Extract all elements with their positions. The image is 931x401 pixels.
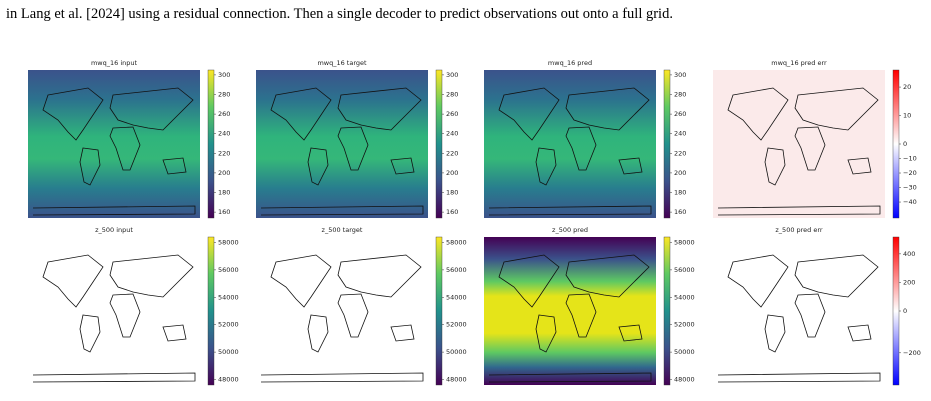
colorbar-tick-label: 50000 — [674, 348, 695, 356]
colorbar-tick-label: 160 — [218, 208, 230, 216]
colorbar-tick-label: 300 — [446, 71, 458, 79]
colorbar — [663, 236, 671, 386]
colorbar-tick-label: 240 — [674, 130, 686, 138]
colorbar — [207, 236, 215, 386]
colorbar-tick-label: 260 — [446, 110, 458, 118]
colorbar-tick-label: 48000 — [674, 376, 695, 384]
colorbar-tick-label: 52000 — [218, 321, 239, 329]
colorbar-tick-label: 56000 — [446, 266, 467, 274]
colorbar-tick-label: 300 — [674, 71, 686, 79]
colorbar-tick-label: 300 — [218, 71, 230, 79]
colorbar-tick-label: 240 — [446, 130, 458, 138]
colorbar-tick-label: 220 — [674, 149, 686, 157]
colorbar-tick-label: −200 — [903, 349, 921, 357]
panel-title: z_500 target — [322, 226, 363, 234]
colorbar — [435, 69, 443, 219]
panel-title: z_500 pred — [552, 226, 588, 234]
colorbar-tick-label: 260 — [674, 110, 686, 118]
colorbar-tick-label: −40 — [903, 198, 917, 206]
colorbar-tick-label: 54000 — [674, 293, 695, 301]
colorbar-tick-label: 58000 — [218, 238, 239, 246]
colorbar-tick-label: 54000 — [446, 293, 467, 301]
panel-title: mwq_16 input — [91, 59, 138, 67]
colorbar-tick-label: 56000 — [674, 266, 695, 274]
colorbar — [435, 236, 443, 386]
colorbar-tick-label: −10 — [903, 155, 917, 163]
colorbar-tick-label: 52000 — [446, 321, 467, 329]
colorbar-tick-label: 260 — [218, 110, 230, 118]
panel-title: z_500 pred err — [775, 226, 823, 234]
panel-title: z_500 input — [95, 226, 133, 234]
colorbar-tick-label: 48000 — [446, 376, 467, 384]
colorbar-tick-label: 240 — [218, 130, 230, 138]
colorbar-tick-label: 50000 — [218, 348, 239, 356]
colorbar-tick-label: −20 — [903, 169, 917, 177]
panel-title: mwq_16 target — [317, 59, 367, 67]
colorbar-tick-label: 20 — [903, 83, 911, 91]
colorbar — [207, 69, 215, 219]
colorbar-tick-label: 220 — [218, 149, 230, 157]
colorbar-tick-label: 160 — [446, 208, 458, 216]
colorbar-tick-label: −30 — [903, 184, 917, 192]
colorbar-tick-label: 400 — [903, 250, 915, 258]
colorbar-tick-label: 52000 — [674, 321, 695, 329]
colorbar-tick-label: 200 — [674, 169, 686, 177]
colorbar-tick-label: 180 — [446, 189, 458, 197]
colorbar — [892, 236, 900, 386]
caption-text: in Lang et al. [2024] using a residual c… — [6, 6, 673, 22]
panel-title: mwq_16 pred err — [771, 59, 827, 67]
colorbar-tick-label: 180 — [674, 189, 686, 197]
colorbar-tick-label: 280 — [446, 91, 458, 99]
colorbar-tick-label: 50000 — [446, 348, 467, 356]
colorbar-tick-label: 0 — [903, 140, 907, 148]
colorbar-tick-label: 56000 — [218, 266, 239, 274]
colorbar-tick-label: 0 — [903, 307, 907, 315]
colorbar-tick-label: 200 — [446, 169, 458, 177]
colorbar — [663, 69, 671, 219]
colorbar-tick-label: 220 — [446, 149, 458, 157]
colorbar-tick-label: 180 — [218, 189, 230, 197]
colorbar-tick-label: 58000 — [446, 238, 467, 246]
colorbar-tick-label: 280 — [218, 91, 230, 99]
colorbar — [892, 69, 900, 219]
colorbar-tick-label: 54000 — [218, 293, 239, 301]
colorbar-tick-label: 10 — [903, 112, 911, 120]
colorbar-tick-label: 58000 — [674, 238, 695, 246]
colorbar-tick-label: 200 — [903, 278, 915, 286]
panel-title: mwq_16 pred — [548, 59, 592, 67]
colorbar-tick-label: 200 — [218, 169, 230, 177]
colorbar-tick-label: 280 — [674, 91, 686, 99]
colorbar-tick-label: 160 — [674, 208, 686, 216]
colorbar-tick-label: 48000 — [218, 376, 239, 384]
